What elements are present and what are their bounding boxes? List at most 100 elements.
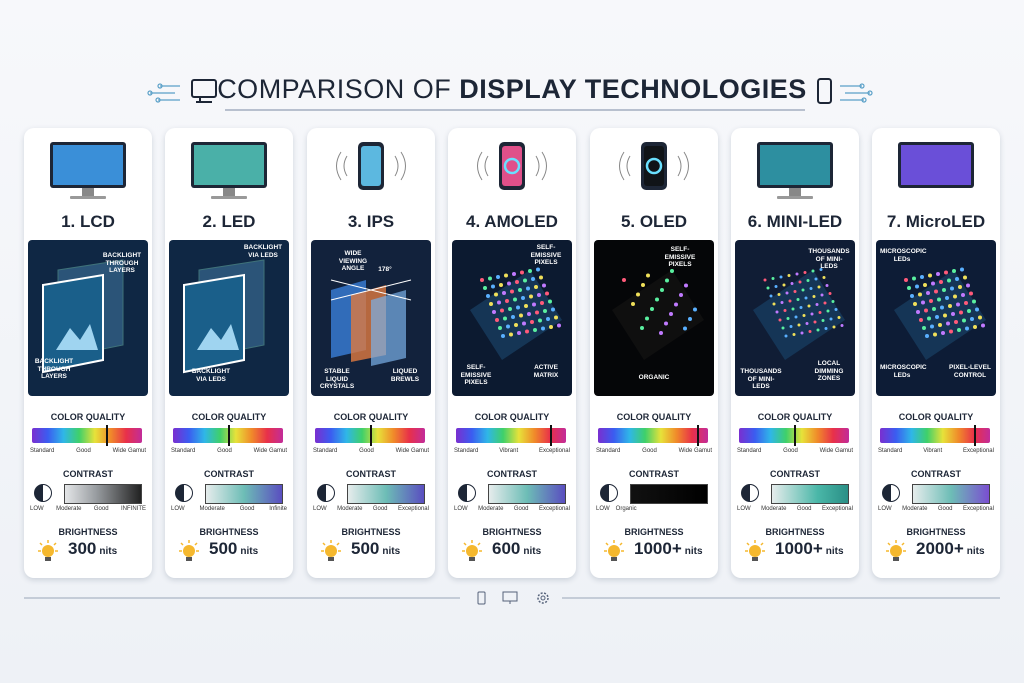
brightness-number: 600 — [492, 539, 521, 558]
scale-label: Moderate — [478, 506, 504, 512]
color-quality-label: COLOR QUALITY — [333, 412, 409, 422]
device-icon — [336, 142, 406, 190]
illustration-label: ORGANIC — [638, 374, 670, 381]
illustration-label: BACKLIGHT THROUGH LAYERS — [102, 252, 142, 274]
color-quality-scale: Standard Good Wide Gamut — [30, 448, 146, 454]
card: 2. LED BACKLIGHT VIA LEDS BACKLIGHT VIA LE… — [165, 128, 293, 578]
scale-label: Vibrant — [499, 448, 519, 454]
contrast-bar — [488, 484, 566, 504]
scale-label: INFINITE — [120, 506, 146, 512]
color-quality-scale: Standard Good Wide Gamut — [313, 448, 429, 454]
contrast-scale: LOW Moderate Good Exceptional — [454, 506, 570, 512]
scale-label: Good — [217, 448, 232, 454]
scale-label: LOW — [878, 506, 892, 512]
brightness-value: 300 nits — [68, 539, 117, 559]
illustration: SELF-EMISSIVE PIXELS ORGANIC — [594, 240, 714, 396]
brightness-number: 1000+ — [634, 539, 682, 558]
card: 1. LCD BACKLIGHT THROUGH LAYERS BACKLIGHT … — [24, 128, 152, 578]
illustration-label: THOUSANDS OF MINI-LEDS — [740, 368, 782, 390]
brightness-unit: nits — [382, 546, 401, 557]
color-quality-scale: Standard Vibrant Exceptional — [454, 448, 570, 454]
color-quality-bar — [32, 425, 142, 446]
scale-label: Good — [783, 448, 798, 454]
brightness-value: 2000+ nits — [916, 539, 985, 559]
bulb-icon — [321, 540, 341, 561]
illustration: BACKLIGHT THROUGH LAYERS BACKLIGHT THROUG… — [28, 240, 148, 396]
contrast-scale: LOW Moderate Good Exceptional — [878, 506, 994, 512]
brightness-value: 500 nits — [209, 539, 258, 559]
color-quality-marker — [973, 425, 976, 446]
illustration-label: THOUSANDS OF MINI-LEDS — [808, 248, 850, 270]
scale-label: Good — [642, 448, 657, 454]
illustration-label: BACKLIGHT THROUGH LAYERS — [34, 358, 74, 380]
scale-label: Wide Gamut — [253, 448, 287, 454]
color-quality-label: COLOR QUALITY — [616, 412, 692, 422]
brightness-value: 1000+ nits — [775, 539, 844, 559]
scale-label: Good — [372, 506, 388, 512]
scale-label: LOW — [313, 506, 327, 512]
brightness-number: 500 — [351, 539, 380, 558]
card-title: 4. AMOLED — [466, 212, 558, 231]
title-bold: DISPLAY TECHNOLOGIES — [459, 74, 807, 104]
color-quality-bar — [880, 425, 990, 446]
brightness-unit: nits — [240, 546, 259, 557]
illustration-art — [330, 279, 412, 366]
contrast-bar — [771, 484, 849, 504]
illustration: MICROSCOPIC LEDs MICROSCOPIC LEDs PIXEL-LE… — [876, 240, 996, 396]
scale-label: Wide Gamut — [395, 448, 429, 454]
scale-label: Moderate — [199, 506, 225, 512]
scale-label: Standard — [30, 448, 55, 454]
contrast-label: CONTRAST — [629, 469, 679, 479]
brightness-label: BRIGHTNESS — [482, 527, 542, 537]
device-icon — [191, 142, 267, 199]
bulb-icon — [604, 540, 624, 561]
scale-label: Organic — [615, 506, 637, 512]
scale-label: LOW — [454, 506, 468, 512]
color-quality-scale: Standard Good Wide Gamut — [596, 448, 712, 454]
scale-label: Moderate — [902, 506, 928, 512]
card-title: 6. MINI-LED — [747, 212, 843, 231]
illustration-art — [470, 267, 562, 360]
illustration-art — [753, 268, 845, 360]
color-quality-marker — [105, 425, 108, 446]
brightness-number: 300 — [68, 539, 97, 558]
color-quality-bar — [739, 425, 849, 446]
card: 4. AMOLED SELF-EMISSIVE PIXELS SELF-EMISSI… — [448, 128, 576, 578]
brightness-unit: nits — [966, 546, 985, 557]
scale-label: Exceptional — [962, 448, 994, 454]
title: COMPARISON OF DISPLAY TECHNOLOGIES — [0, 74, 1024, 105]
contrast-bar — [630, 484, 708, 504]
illustration-label: ACTIVE MATRIX — [533, 364, 559, 379]
scale-label: Exceptional — [538, 448, 570, 454]
color-quality-bar — [598, 425, 708, 446]
bulb-icon — [38, 540, 58, 561]
brightness-value: 600 nits — [492, 539, 541, 559]
contrast-bar — [347, 484, 425, 504]
card: 3. IPS WIDE VIEWING ANGLE 178° STABLE LIQUI… — [307, 128, 435, 578]
contrast-scale: LOW Moderate Good Exceptional — [737, 506, 853, 512]
scale-label: Moderate — [761, 506, 787, 512]
illustration-label: LIQUED BREWLS — [390, 368, 420, 383]
color-quality-label: COLOR QUALITY — [50, 412, 126, 422]
brightness-label: BRIGHTNESS — [199, 527, 259, 537]
contrast-icon — [882, 484, 900, 502]
contrast-label: CONTRAST — [911, 469, 961, 479]
contrast-scale: LOW Organic — [596, 506, 712, 512]
brightness-number: 2000+ — [916, 539, 964, 558]
device-icon — [477, 142, 547, 190]
contrast-label: CONTRAST — [346, 469, 396, 479]
scale-label: LOW — [596, 506, 610, 512]
scale-label: Wide Gamut — [819, 448, 853, 454]
contrast-label: CONTRAST — [204, 469, 254, 479]
color-quality-marker — [228, 425, 230, 446]
illustration-art — [894, 267, 986, 360]
color-quality-bar — [456, 425, 566, 446]
scale-label: Moderate — [337, 506, 363, 512]
color-quality-scale: Standard Vibrant Exceptional — [878, 448, 994, 454]
contrast-icon — [34, 484, 52, 502]
color-quality-scale: Standard Good Wide Gamut — [737, 448, 853, 454]
card: 5. OLED SELF-EMISSIVE PIXELS ORGANIC COLOR … — [590, 128, 718, 578]
color-quality-label: COLOR QUALITY — [474, 412, 550, 422]
bulb-icon — [745, 540, 765, 561]
